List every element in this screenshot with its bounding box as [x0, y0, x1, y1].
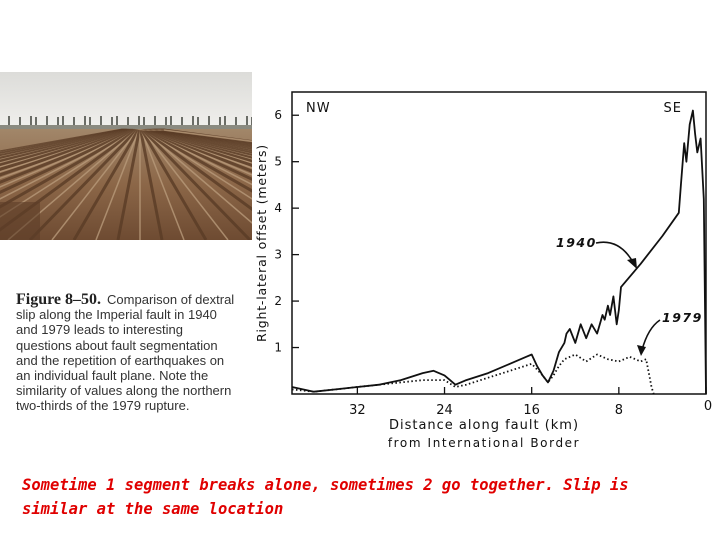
y-axis-label: Right-lateral offset (meters) [254, 144, 269, 342]
y-tick-label: 6 [274, 108, 282, 122]
x-tick-label: 32 [349, 403, 366, 418]
figure-caption: Figure 8–50. Comparison of dextral slip a… [16, 292, 238, 414]
x-tick-label: 16 [523, 403, 540, 418]
x-axis-sublabel: from International Border [388, 436, 580, 450]
annotation-1940-label: 1940 [556, 235, 597, 250]
caption-text: Comparison of dextral slip along the Imp… [16, 292, 235, 414]
y-tick-label: 1 [274, 341, 282, 355]
figure-label: Figure 8–50. [16, 291, 102, 308]
y-tick-label: 5 [274, 155, 282, 169]
x-tick-label: 0 [704, 399, 712, 414]
corner-label-nw: NW [306, 101, 331, 116]
y-tick-label: 4 [274, 201, 282, 215]
annotation-1940-arrowhead [627, 258, 637, 269]
corner-label-se: SE [664, 101, 682, 116]
x-axis-label: Distance along fault (km) [389, 418, 579, 433]
fault-slip-chart: Right-lateral offset (meters) NW SE Dist… [254, 91, 712, 450]
plot-frame [291, 91, 707, 395]
bottom-note: Sometime 1 segment breaks alone, sometim… [22, 476, 629, 518]
y-tick-label: 2 [274, 294, 282, 308]
x-tick-label: 24 [436, 403, 453, 418]
plowed-field-photo [0, 72, 252, 240]
y-tick-label: 3 [274, 248, 282, 262]
series-1940-line [291, 109, 707, 395]
annotation-1979-arrowhead [637, 345, 646, 356]
x-tick-label: 8 [615, 403, 623, 418]
annotation-1979-arrow [641, 319, 661, 351]
annotation-1979-label: 1979 [662, 310, 703, 325]
